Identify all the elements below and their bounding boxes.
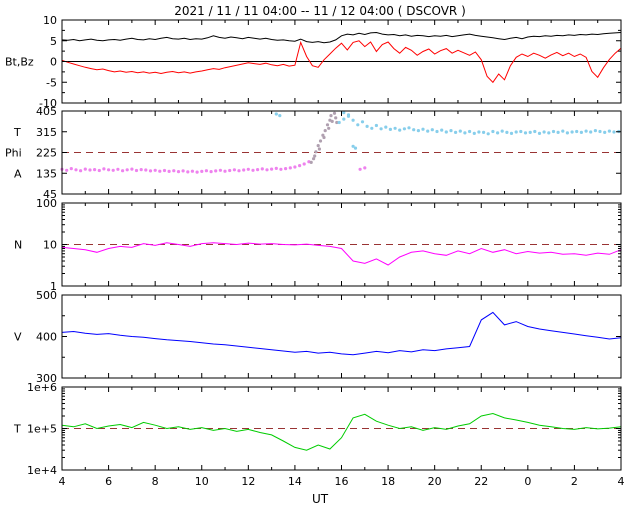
series-V (61, 311, 622, 356)
y-tick-label: 5 (50, 35, 57, 48)
x-axis-label: UT (311, 492, 329, 506)
panel-label-n: N (14, 239, 22, 252)
y-tick-label: -10 (39, 97, 57, 110)
panel-label-a: A (14, 167, 22, 180)
series-phi-away-stray (358, 166, 367, 171)
y-tick-label: 0 (50, 56, 57, 69)
y-tick-label: 45 (43, 188, 57, 201)
y-tick-label: 1 (50, 280, 57, 293)
y-tick-label: 405 (36, 105, 57, 118)
y-tick-label: 300 (36, 372, 57, 385)
y-tick-label: 1e+4 (27, 464, 57, 477)
x-axis-tick-labels: 4 6 8 10 12 14 16 18 20 22 0 2 4 (59, 475, 625, 488)
panel-phi: 405 315 225 135 45 T Phi A (5, 105, 622, 201)
panel-label-t: T (13, 423, 21, 436)
y-tick-label: -5 (46, 76, 57, 89)
series-Bz (61, 40, 622, 84)
series-phi-toward-stray (274, 111, 358, 150)
x-tick-label: 2 (571, 475, 578, 488)
series-T (61, 412, 622, 451)
y-tick-label: 1e+5 (27, 423, 57, 436)
x-tick-label: 22 (474, 475, 488, 488)
x-tick-label: 8 (152, 475, 159, 488)
series-phi-toward (337, 114, 621, 136)
panel-speed: 500 400 300 V (14, 289, 622, 385)
x-tick-label: 14 (288, 475, 302, 488)
series-Bt (61, 31, 622, 44)
y-tick-label: 135 (36, 167, 57, 180)
panel-temperature: 1e+6 1e+5 1e+4 T (13, 381, 622, 477)
panel-bt-bz: 10 5 0 -5 -10 Bt,Bz (5, 14, 622, 110)
series-phi-away (60, 160, 311, 174)
x-tick-label: 10 (195, 475, 209, 488)
y-tick-label: 315 (36, 126, 57, 139)
x-tick-label: 12 (241, 475, 255, 488)
y-tick-label: 10 (43, 14, 57, 27)
panel-frame (61, 294, 622, 379)
series-N (61, 242, 622, 266)
x-tick-label: 6 (105, 475, 112, 488)
panel-label-v: V (14, 331, 22, 344)
series-phi-transition (309, 111, 339, 164)
x-tick-label: 18 (381, 475, 395, 488)
y-tick-label: 400 (36, 331, 57, 344)
y-tick-label: 1e+6 (27, 381, 57, 394)
x-tick-label: 4 (59, 475, 66, 488)
panel-label-t: T (13, 126, 21, 139)
y-tick-label: 100 (36, 197, 57, 210)
panel-density: 100 10 1 N (14, 197, 622, 293)
y-tick-label: 500 (36, 289, 57, 302)
chart-title: 2021 / 11 / 11 04:00 -- 11 / 12 04:00 ( … (174, 4, 466, 18)
y-tick-label: 10 (43, 239, 57, 252)
panel-label-phi: Phi (5, 147, 22, 160)
y-tick-label: 225 (36, 147, 57, 160)
x-tick-label: 20 (428, 475, 442, 488)
x-tick-label: 0 (524, 475, 531, 488)
x-tick-label: 4 (618, 475, 625, 488)
x-tick-label: 16 (335, 475, 349, 488)
panel-label-bt,bz: Bt,Bz (5, 56, 34, 69)
